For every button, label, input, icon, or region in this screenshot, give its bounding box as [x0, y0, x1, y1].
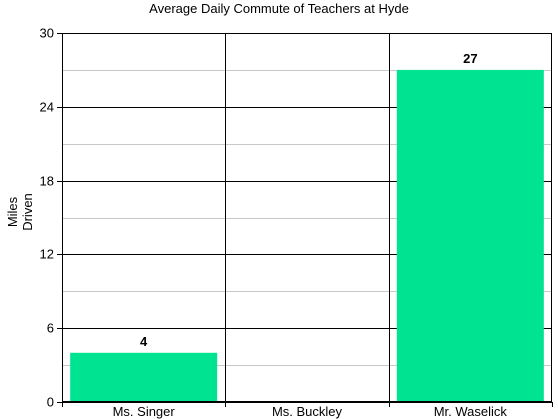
y-axis-title: Miles Driven: [5, 193, 35, 231]
x-category-label: Ms. Buckley: [272, 404, 343, 419]
bar-value-label: 27: [463, 51, 477, 66]
x-category-label: Mr. Waselick: [434, 404, 508, 419]
bar-mr-waselick: [396, 69, 544, 403]
y-tick-label: 18: [40, 174, 54, 189]
data-labels: 4 27: [140, 51, 478, 349]
x-category-label: Ms. Singer: [113, 404, 176, 419]
bar-value-label: 4: [140, 334, 148, 349]
y-tick-label: 24: [40, 100, 54, 115]
plot-frame: [62, 33, 552, 402]
y-tick-label: 6: [47, 321, 54, 336]
y-axis-label-line-2: Driven: [20, 193, 35, 231]
y-tick-label: 12: [40, 247, 54, 262]
category-labels: Ms. Singer Ms. Buckley Mr. Waselick: [113, 404, 508, 419]
bars: [70, 69, 544, 403]
y-tick-label: 0: [47, 395, 54, 410]
axes: [57, 33, 553, 407]
y-tick-labels: 0 6 12 18 24 30: [40, 26, 54, 410]
bar-ms-singer: [70, 352, 218, 402]
y-axis-label-line-1: Miles: [5, 196, 20, 227]
y-tick-label: 30: [40, 26, 54, 41]
chart-title: Average Daily Commute of Teachers at Hyd…: [149, 1, 409, 16]
